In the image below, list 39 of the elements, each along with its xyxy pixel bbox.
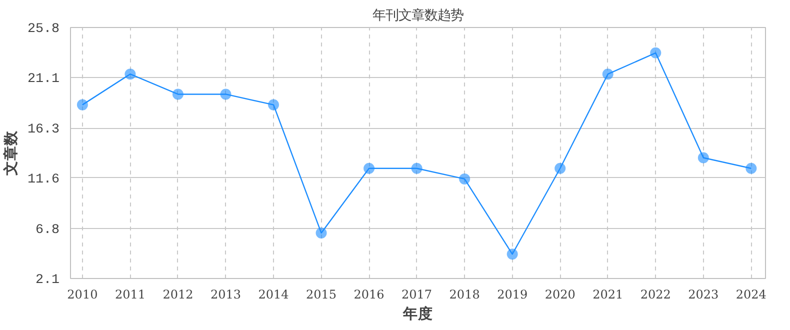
point bbox=[411, 162, 422, 174]
point bbox=[506, 248, 518, 260]
y-tick-label: 2.1 bbox=[36, 273, 60, 288]
point bbox=[268, 99, 280, 110]
x-tick-label: 2024 bbox=[736, 288, 767, 302]
point bbox=[746, 162, 757, 174]
x-tick-label: 2015 bbox=[306, 288, 337, 302]
point bbox=[76, 99, 88, 110]
x-axis-title: 年度 bbox=[402, 304, 433, 322]
x-tick-label: 2018 bbox=[449, 288, 480, 302]
x-tick-label: 2010 bbox=[67, 288, 98, 302]
x-tick-label: 2022 bbox=[640, 288, 671, 302]
y-tick-label: 21.1 bbox=[28, 72, 60, 87]
y-tick-label: 25.8 bbox=[28, 22, 60, 37]
point bbox=[554, 162, 566, 174]
x-tick-label: 2020 bbox=[544, 288, 576, 302]
point bbox=[316, 227, 327, 238]
x-tick-label: 2014 bbox=[258, 288, 290, 302]
point bbox=[364, 162, 375, 174]
y-tick-label: 11.6 bbox=[28, 172, 60, 188]
point bbox=[459, 173, 470, 184]
chart-title: 年刊文章数趋势 bbox=[372, 8, 464, 22]
point bbox=[698, 152, 709, 164]
point bbox=[124, 68, 136, 80]
x-tick-label: 2021 bbox=[592, 288, 624, 302]
x-tick-label: 2023 bbox=[688, 288, 719, 302]
x-tick-label: 2016 bbox=[354, 288, 384, 302]
x-tick-label: 2013 bbox=[210, 288, 242, 302]
x-tick-label: 2017 bbox=[402, 288, 432, 302]
y-axis-title: 文章数 bbox=[2, 130, 20, 176]
point bbox=[172, 88, 184, 100]
y-tick-label: 16.3 bbox=[28, 122, 60, 138]
point bbox=[602, 68, 614, 80]
x-tick-label: 2019 bbox=[497, 288, 528, 302]
x-tick-label: 2011 bbox=[114, 288, 146, 302]
point bbox=[650, 47, 662, 58]
x-tick-label: 2012 bbox=[162, 288, 194, 302]
y-tick-label: 6.8 bbox=[36, 223, 60, 238]
point bbox=[220, 88, 232, 100]
